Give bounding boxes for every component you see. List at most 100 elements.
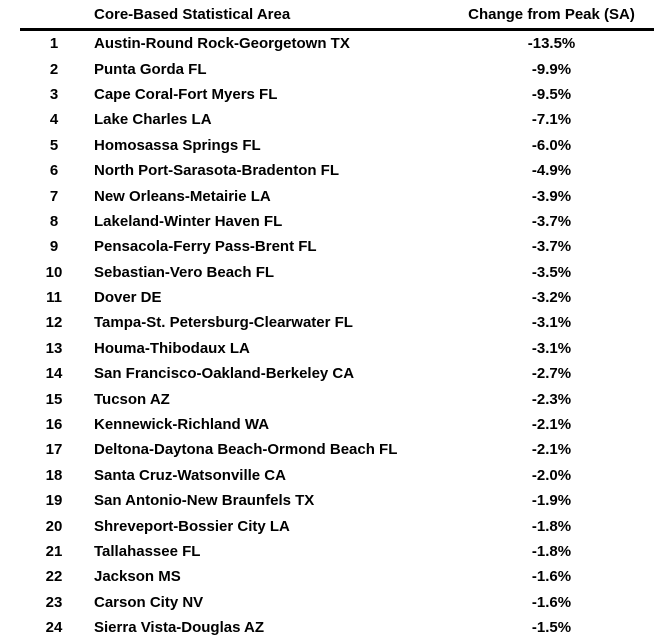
cell-area: Carson City NV <box>88 590 449 615</box>
cell-area: San Francisco-Oakland-Berkeley CA <box>88 361 449 386</box>
header-rank <box>20 0 88 30</box>
header-area: Core-Based Statistical Area <box>88 0 449 30</box>
header-change: Change from Peak (SA) <box>449 0 654 30</box>
cell-change: -3.7% <box>449 234 654 259</box>
cell-rank: 2 <box>20 56 88 81</box>
cell-area: San Antonio-New Braunfels TX <box>88 488 449 513</box>
cell-area: Austin-Round Rock-Georgetown TX <box>88 30 449 57</box>
cell-area: Shreveport-Bossier City LA <box>88 513 449 538</box>
cell-change: -3.1% <box>449 336 654 361</box>
cell-rank: 19 <box>20 488 88 513</box>
cell-area: Lake Charles LA <box>88 107 449 132</box>
cell-area: New Orleans-Metairie LA <box>88 183 449 208</box>
cell-change: -2.1% <box>449 412 654 437</box>
cell-area: Tucson AZ <box>88 386 449 411</box>
cell-rank: 13 <box>20 336 88 361</box>
cbsa-change-table: Core-Based Statistical Area Change from … <box>20 0 654 640</box>
cell-rank: 15 <box>20 386 88 411</box>
cell-rank: 16 <box>20 412 88 437</box>
cell-rank: 8 <box>20 209 88 234</box>
cell-area: Tallahassee FL <box>88 539 449 564</box>
cell-change: -2.3% <box>449 386 654 411</box>
cell-rank: 7 <box>20 183 88 208</box>
cell-area: Deltona-Daytona Beach-Ormond Beach FL <box>88 437 449 462</box>
cell-rank: 11 <box>20 285 88 310</box>
cell-rank: 1 <box>20 30 88 57</box>
cell-rank: 22 <box>20 564 88 589</box>
cell-rank: 17 <box>20 437 88 462</box>
cell-area: Sierra Vista-Douglas AZ <box>88 615 449 640</box>
cell-change: -6.0% <box>449 133 654 158</box>
cell-rank: 12 <box>20 310 88 335</box>
cell-rank: 14 <box>20 361 88 386</box>
header-row: Core-Based Statistical Area Change from … <box>20 0 654 30</box>
cell-change: -2.0% <box>449 463 654 488</box>
cell-change: -3.1% <box>449 310 654 335</box>
cell-rank: 24 <box>20 615 88 640</box>
cell-change: -1.8% <box>449 539 654 564</box>
cell-rank: 5 <box>20 133 88 158</box>
cell-rank: 3 <box>20 82 88 107</box>
table-header: Core-Based Statistical Area Change from … <box>20 0 654 30</box>
cell-rank: 18 <box>20 463 88 488</box>
cell-area: Lakeland-Winter Haven FL <box>88 209 449 234</box>
cell-change: -9.5% <box>449 82 654 107</box>
cell-change: -2.1% <box>449 437 654 462</box>
cell-change: -9.9% <box>449 56 654 81</box>
cell-rank: 6 <box>20 158 88 183</box>
cell-change: -1.8% <box>449 513 654 538</box>
cell-change: -1.9% <box>449 488 654 513</box>
cell-change: -13.5% <box>449 30 654 57</box>
cell-area: Kennewick-Richland WA <box>88 412 449 437</box>
cell-area: North Port-Sarasota-Bradenton FL <box>88 158 449 183</box>
cell-change: -7.1% <box>449 107 654 132</box>
cell-area: Sebastian-Vero Beach FL <box>88 260 449 285</box>
cell-change: -1.5% <box>449 615 654 640</box>
cell-area: Pensacola-Ferry Pass-Brent FL <box>88 234 449 259</box>
cell-area: Punta Gorda FL <box>88 56 449 81</box>
cell-rank: 10 <box>20 260 88 285</box>
cell-area: Jackson MS <box>88 564 449 589</box>
cell-area: Santa Cruz-Watsonville CA <box>88 463 449 488</box>
cell-rank: 23 <box>20 590 88 615</box>
cell-change: -3.5% <box>449 260 654 285</box>
cell-change: -1.6% <box>449 590 654 615</box>
cell-change: -3.9% <box>449 183 654 208</box>
cell-rank: 4 <box>20 107 88 132</box>
cell-area: Dover DE <box>88 285 449 310</box>
cell-change: -4.9% <box>449 158 654 183</box>
cell-area: Homosassa Springs FL <box>88 133 449 158</box>
cell-rank: 9 <box>20 234 88 259</box>
cell-change: -1.6% <box>449 564 654 589</box>
cbsa-change-table-container: Core-Based Statistical Area Change from … <box>20 0 648 640</box>
cell-area: Houma-Thibodaux LA <box>88 336 449 361</box>
cell-rank: 20 <box>20 513 88 538</box>
cell-change: -3.2% <box>449 285 654 310</box>
cell-area: Cape Coral-Fort Myers FL <box>88 82 449 107</box>
cell-change: -2.7% <box>449 361 654 386</box>
